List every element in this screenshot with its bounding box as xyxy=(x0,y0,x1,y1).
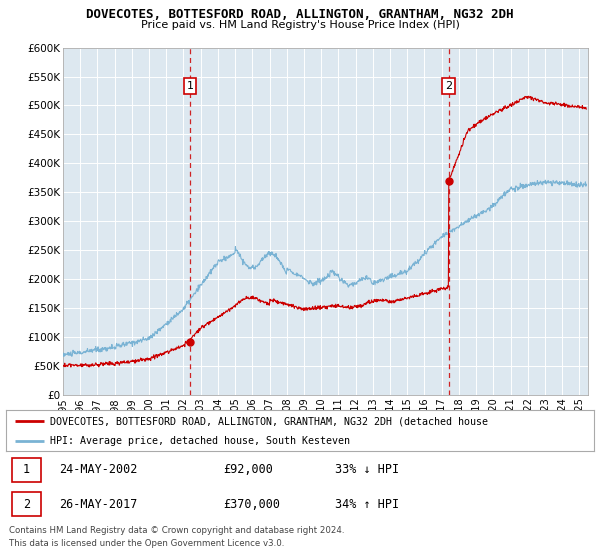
Text: HPI: Average price, detached house, South Kesteven: HPI: Average price, detached house, Sout… xyxy=(50,436,350,446)
Text: £92,000: £92,000 xyxy=(224,464,274,477)
Text: 24-MAY-2002: 24-MAY-2002 xyxy=(59,464,137,477)
Text: 34% ↑ HPI: 34% ↑ HPI xyxy=(335,498,400,511)
Text: This data is licensed under the Open Government Licence v3.0.: This data is licensed under the Open Gov… xyxy=(9,539,284,548)
Text: Contains HM Land Registry data © Crown copyright and database right 2024.: Contains HM Land Registry data © Crown c… xyxy=(9,526,344,535)
FancyBboxPatch shape xyxy=(12,492,41,516)
FancyBboxPatch shape xyxy=(12,458,41,482)
Text: 1: 1 xyxy=(187,81,194,91)
Text: £370,000: £370,000 xyxy=(224,498,281,511)
Text: 2: 2 xyxy=(445,81,452,91)
Text: 2: 2 xyxy=(23,498,30,511)
Text: DOVECOTES, BOTTESFORD ROAD, ALLINGTON, GRANTHAM, NG32 2DH: DOVECOTES, BOTTESFORD ROAD, ALLINGTON, G… xyxy=(86,8,514,21)
Text: Price paid vs. HM Land Registry's House Price Index (HPI): Price paid vs. HM Land Registry's House … xyxy=(140,20,460,30)
Text: 26-MAY-2017: 26-MAY-2017 xyxy=(59,498,137,511)
Text: 33% ↓ HPI: 33% ↓ HPI xyxy=(335,464,400,477)
Text: DOVECOTES, BOTTESFORD ROAD, ALLINGTON, GRANTHAM, NG32 2DH (detached house: DOVECOTES, BOTTESFORD ROAD, ALLINGTON, G… xyxy=(50,417,488,426)
Text: 1: 1 xyxy=(23,464,30,477)
